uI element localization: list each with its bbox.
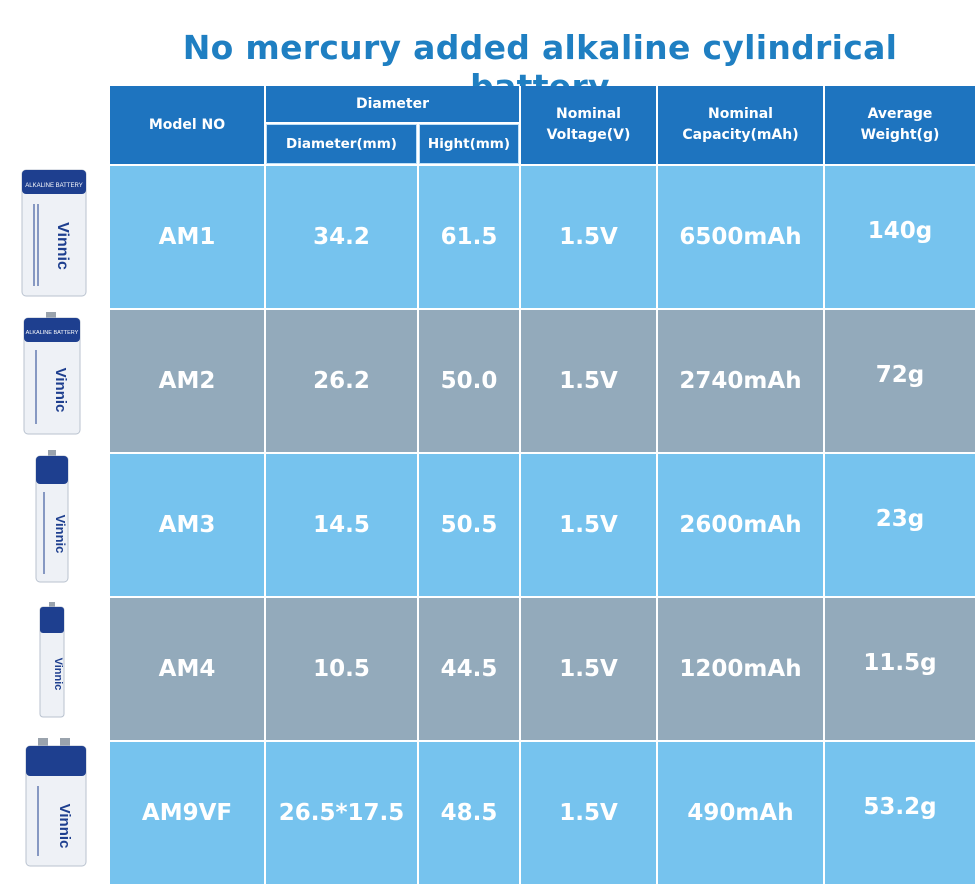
cell-hight: 50.0 (419, 310, 519, 452)
cell-voltage: 1.5V (521, 598, 656, 740)
cell-capacity: 6500mAh (658, 166, 823, 308)
cell-model: AM1 (110, 166, 264, 308)
cell-weight: 23g (825, 454, 975, 596)
battery-band-text: ALKALINE BATTERY (25, 183, 82, 189)
header-voltage-line2: Voltage(V) (546, 127, 631, 143)
battery-image-am3: Vinnic (4, 446, 100, 588)
header-diameter-mm: Diameter(mm) (266, 124, 417, 164)
cell-hight: 61.5 (419, 166, 519, 308)
cell-model: AM3 (110, 454, 264, 596)
cell-voltage: 1.5V (521, 742, 656, 884)
battery-brand-text: Vinnic (52, 368, 69, 413)
battery-image-am4: Vinnic (4, 588, 100, 730)
battery-brand-text: Vinnic (53, 515, 68, 554)
cell-model: AM2 (110, 310, 264, 452)
cell-diameter: 10.5 (266, 598, 417, 740)
cell-voltage: 1.5V (521, 454, 656, 596)
cell-diameter: 34.2 (266, 166, 417, 308)
header-model: Model NO (110, 86, 264, 164)
cell-hight: 44.5 (419, 598, 519, 740)
cell-diameter: 14.5 (266, 454, 417, 596)
cell-capacity: 490mAh (658, 742, 823, 884)
cell-capacity: 2740mAh (658, 310, 823, 452)
cell-voltage: 1.5V (521, 166, 656, 308)
cell-capacity: 2600mAh (658, 454, 823, 596)
cell-weight: 11.5g (825, 598, 975, 740)
cell-capacity: 1200mAh (658, 598, 823, 740)
header-capacity-line1: Nominal (708, 106, 773, 122)
cell-hight: 50.5 (419, 454, 519, 596)
spec-table: Model NO Diameter Diameter(mm) Hight(mm)… (110, 86, 975, 884)
battery-brand-text: Vinnic (56, 804, 73, 849)
header-hight-mm: Hight(mm) (419, 124, 519, 164)
cell-diameter: 26.2 (266, 310, 417, 452)
header-weight: Average Weight(g) (825, 86, 975, 164)
battery-brand-text: Vinnic (52, 658, 64, 691)
cell-weight: 53.2g (825, 742, 975, 884)
cell-diameter: 26.5*17.5 (266, 742, 417, 884)
header-weight-line2: Weight(g) (860, 127, 940, 143)
battery-band-text: ALKALINE BATTERY (26, 330, 79, 336)
cell-weight: 72g (825, 310, 975, 452)
header-capacity-line2: Capacity(mAh) (682, 127, 799, 143)
header-voltage: Nominal Voltage(V) (521, 86, 656, 164)
cell-hight: 48.5 (419, 742, 519, 884)
header-voltage-line1: Nominal (556, 106, 621, 122)
cell-model: AM4 (110, 598, 264, 740)
cell-weight: 140g (825, 166, 975, 308)
battery-image-am9vf: Vinnic (4, 730, 100, 872)
cell-voltage: 1.5V (521, 310, 656, 452)
cell-model: AM9VF (110, 742, 264, 884)
battery-image-am1: ALKALINE BATTERY Vinnic (4, 162, 100, 304)
header-weight-line1: Average (867, 106, 933, 122)
header-diameter-group: Diameter (266, 86, 519, 122)
battery-image-am2: ALKALINE BATTERY Vinnic (4, 304, 100, 446)
header-capacity: Nominal Capacity(mAh) (658, 86, 823, 164)
battery-brand-text: Vinnic (54, 222, 71, 270)
